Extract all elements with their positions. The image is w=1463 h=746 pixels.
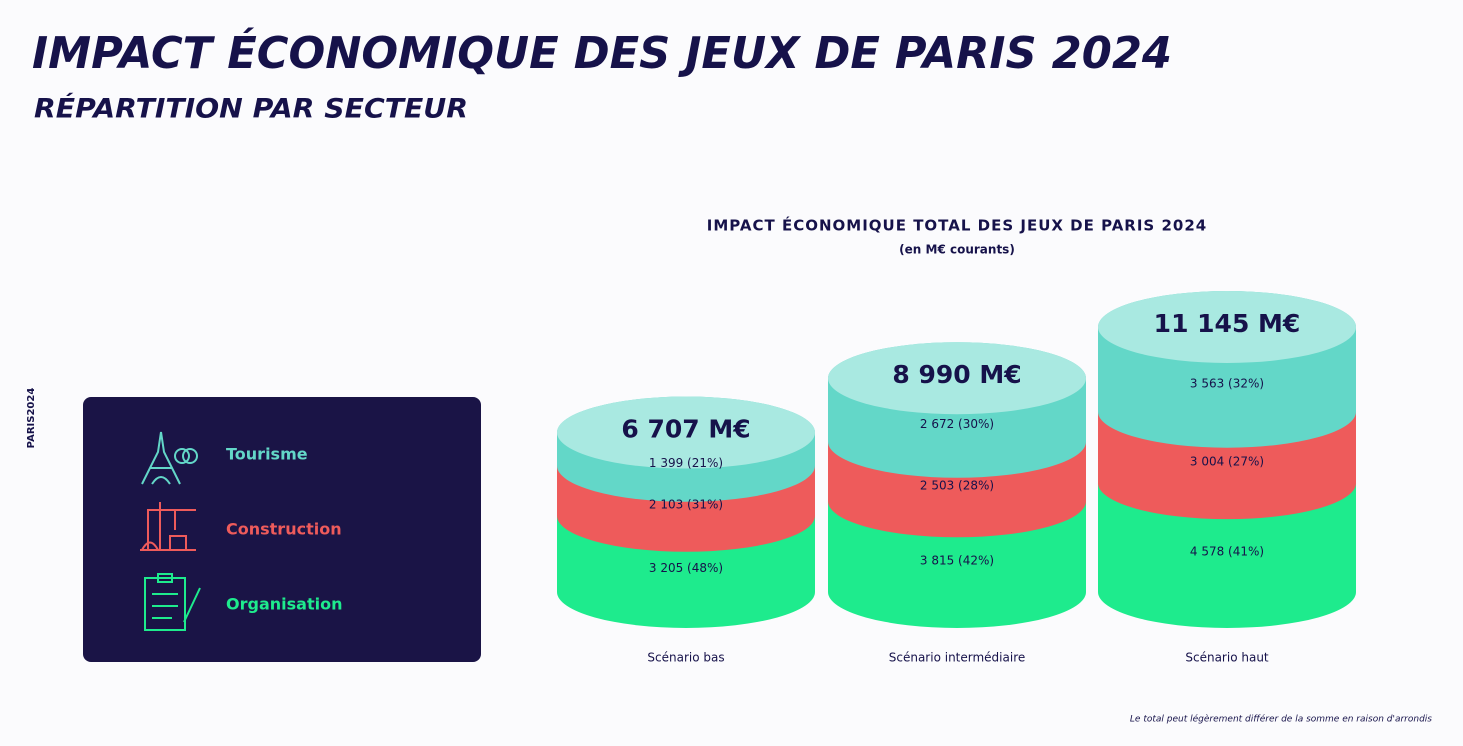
organisation-icon [144,573,201,631]
total-label: 8 990 M€ [892,360,1021,389]
cylinder-top [828,342,1086,415]
cylinder-top [557,396,815,469]
value-label: 2 103 (31%) [649,498,723,512]
total-label: 6 707 M€ [621,415,750,444]
value-label: 3 815 (42%) [920,554,994,568]
value-label: 2 503 (28%) [920,478,994,492]
side-text: PARIS2024 [26,388,37,449]
total-label: 11 145 M€ [1154,309,1301,338]
x-tick-label: Scénario haut [1185,651,1269,665]
page-title: IMPACT ÉCONOMIQUE DES JEUX DE PARIS 2024 [32,26,1172,79]
value-label: 4 578 (41%) [1190,544,1264,558]
x-tick-label: Scénario intermédiaire [889,651,1026,665]
value-label: 3 004 (27%) [1190,454,1264,468]
tourism-icon [141,431,198,485]
legend-label: Organisation [226,595,342,614]
legend-panel [83,397,481,662]
value-label: 3 563 (32%) [1190,376,1264,390]
cylinder-top [1098,291,1356,363]
legend-label: Tourisme [226,445,308,464]
footnote: Le total peut légèrement différer de la … [1130,714,1432,725]
value-label: 3 205 (48%) [649,561,723,575]
value-label: 1 399 (21%) [649,456,723,470]
page-subtitle: RÉPARTITION PAR SECTEUR [34,93,468,125]
construction-icon [140,502,196,551]
x-tick-label: Scénario bas [647,651,724,665]
chart-title: IMPACT ÉCONOMIQUE TOTAL DES JEUX DE PARI… [707,216,1207,235]
legend-label: Construction [226,520,342,539]
chart-subtitle: (en M€ courants) [899,243,1015,257]
value-label: 2 672 (30%) [920,417,994,431]
